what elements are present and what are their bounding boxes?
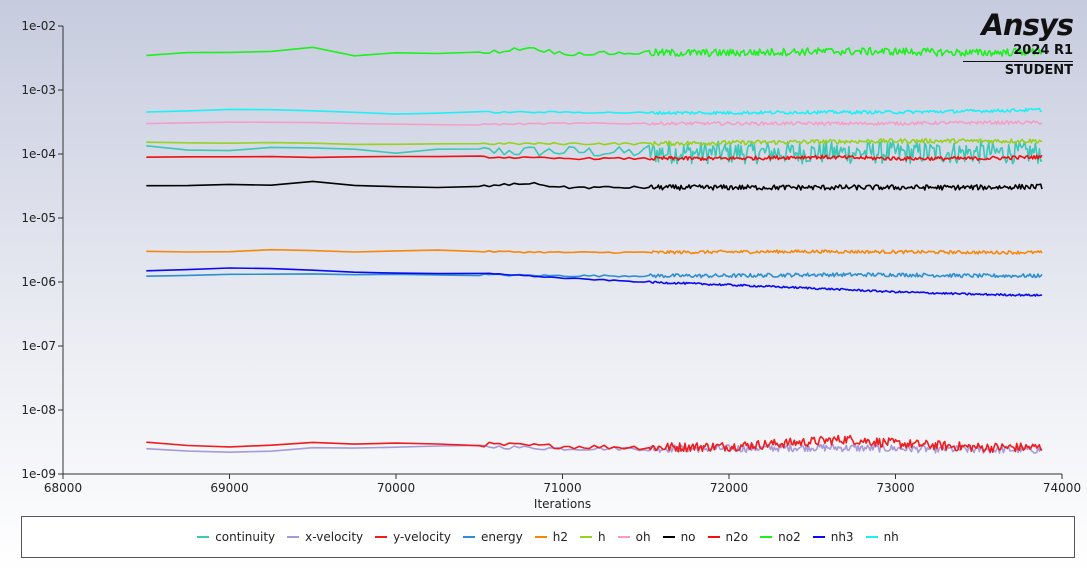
series-layer <box>146 46 1043 454</box>
series-line-y-velocity <box>146 434 1043 454</box>
series-line-continuity <box>146 140 1043 165</box>
y-tick-label: 1e-03 <box>21 83 56 97</box>
legend-label: x-velocity <box>305 530 364 544</box>
legend-swatch <box>707 536 720 538</box>
legend-swatch <box>375 536 388 538</box>
legend-swatch <box>760 536 773 538</box>
x-axis-label: Iterations <box>534 497 591 511</box>
legend-item-n2o: n2o <box>707 530 749 544</box>
y-tick-label: 1e-02 <box>21 19 56 33</box>
legend-label: nh <box>883 530 899 544</box>
legend-swatch <box>865 536 878 538</box>
legend-item-x-velocity: x-velocity <box>287 530 363 544</box>
x-tick-label: 68000 <box>44 481 82 495</box>
legend-label: n2o <box>725 530 749 544</box>
x-tick-label: 73000 <box>876 481 914 495</box>
legend-swatch <box>462 536 475 538</box>
legend-label: h2 <box>552 530 569 544</box>
legend-item-no: no <box>662 530 696 544</box>
legend-swatch <box>580 536 593 538</box>
legend-swatch <box>197 536 210 538</box>
legend-label: continuity <box>215 530 276 544</box>
logo-brand: Ansys <box>981 8 1074 42</box>
legend-label: no <box>680 530 696 544</box>
series-line-no2 <box>146 46 1043 58</box>
legend-swatch <box>617 536 630 538</box>
logo-edition: STUDENT <box>1004 63 1073 78</box>
series-line-h2 <box>146 248 1043 255</box>
series-line-h <box>146 137 1043 147</box>
axes-layer <box>62 26 1062 475</box>
legend-item-nh3: nh3 <box>812 530 854 544</box>
series-line-x-velocity <box>146 443 1043 454</box>
series-line-energy <box>146 272 1043 279</box>
y-tick-label: 1e-06 <box>21 275 56 289</box>
legend-label: no2 <box>778 530 801 544</box>
legend-item-oh: oh <box>617 530 651 544</box>
legend-label: energy <box>480 530 523 544</box>
legend-label: oh <box>635 530 651 544</box>
legend-label: h <box>598 530 606 544</box>
legend-item-no2: no2 <box>760 530 801 544</box>
x-tick-label: 72000 <box>710 481 748 495</box>
y-tick-label: 1e-08 <box>21 403 56 417</box>
y-tick-label: 1e-04 <box>21 147 56 161</box>
series-line-no <box>146 180 1043 191</box>
legend-item-continuity: continuity <box>197 530 275 544</box>
legend-item-energy: energy <box>462 530 523 544</box>
series-line-oh <box>146 120 1043 126</box>
x-tick-label: 74000 <box>1043 481 1081 495</box>
ticks-layer: 68000 69000 70000 71000 72000 73000 74000 1e-09… <box>21 19 1081 495</box>
legend-swatch <box>812 536 825 538</box>
ansys-logo: Ansys 2024 R1 STUDENT <box>963 8 1074 80</box>
series-line-nh <box>146 107 1043 116</box>
logo-version: 2024 R1 <box>963 43 1073 62</box>
legend-swatch <box>534 536 547 538</box>
legend-label: y-velocity <box>393 530 451 544</box>
y-tick-label: 1e-09 <box>21 467 56 481</box>
legend-item-nh: nh <box>865 530 899 544</box>
series-line-nh3 <box>146 267 1043 297</box>
x-tick-label: 69000 <box>210 481 248 495</box>
legend-item-h2: h2 <box>534 530 569 544</box>
legend-label: nh3 <box>830 530 854 544</box>
legend-swatch <box>287 536 300 538</box>
chart-legend: continuity x-velocity y-velocity energy h2 h o… <box>21 516 1075 558</box>
x-tick-label: 71000 <box>543 481 581 495</box>
legend-item-h: h <box>580 530 606 544</box>
x-tick-label: 70000 <box>377 481 415 495</box>
legend-swatch <box>662 536 675 538</box>
legend-item-y-velocity: y-velocity <box>375 530 451 544</box>
y-tick-label: 1e-05 <box>21 211 56 225</box>
y-tick-label: 1e-07 <box>21 339 56 353</box>
series-line-n2o <box>146 154 1043 162</box>
